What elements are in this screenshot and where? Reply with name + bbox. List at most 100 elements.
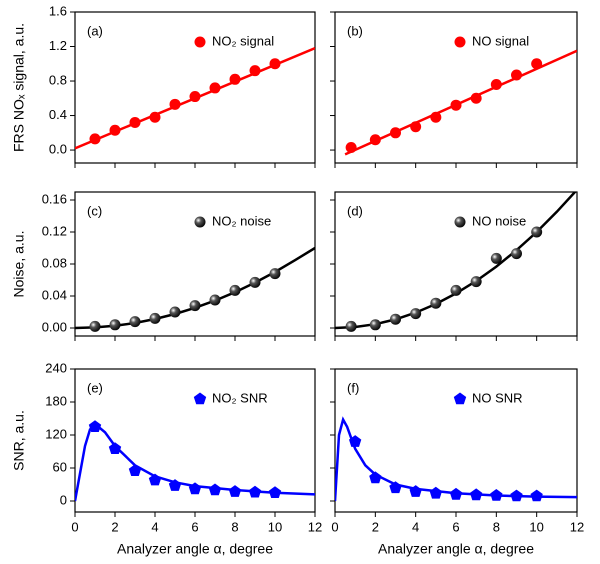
x-tick-label: 10 [268,519,282,534]
legend-marker [454,216,466,228]
marker [189,300,201,312]
marker [208,483,222,496]
marker [490,78,502,90]
x-axis-label: Analyzer angle α, degree [117,541,273,557]
y-tick-label: 0.16 [42,191,67,206]
legend-marker [194,216,206,228]
marker [269,268,281,280]
panel-label: (a) [87,23,103,38]
panel: 0.00 0.04 0.08 0.12 0.16 (c) Noise, a.u. NO₂ no… [11,191,316,341]
marker [531,226,543,238]
legend-label: NO SNR [472,390,523,405]
x-tick-label: 4 [151,519,158,534]
legend-marker [194,36,206,48]
marker [169,306,181,318]
marker [450,284,462,296]
x-axis-label: Analyzer angle α, degree [378,541,534,557]
y-tick-label: 0 [60,492,67,507]
x-tick-label: 8 [493,519,500,534]
marker [470,488,483,501]
y-tick-label: 0.8 [49,72,67,87]
marker [209,294,221,306]
marker [269,58,281,70]
marker [168,479,182,491]
marker [148,473,162,486]
marker [349,435,362,447]
marker [109,124,121,136]
marker [389,481,402,494]
marker [209,82,221,94]
marker [530,489,543,502]
marker [410,308,422,320]
y-axis-label: Noise, a.u. [11,231,27,298]
marker [409,485,422,497]
fit-line [75,422,315,502]
panel-label: (c) [87,203,102,218]
y-tick-label: 1.6 [49,3,67,18]
marker [490,489,503,501]
panel: 0 2 4 6 8 10 12 (f) Analyzer angle α, degree NO S… [330,368,584,557]
x-tick-label: 10 [529,519,543,534]
marker [510,489,523,502]
marker [390,313,401,325]
x-tick-label: 0 [71,519,78,534]
marker [369,471,382,484]
marker [450,99,462,111]
marker [149,111,161,123]
legend-label: NO noise [472,213,526,228]
panel: (d) NO noise [330,191,578,341]
legend-label: NO signal [472,33,529,48]
marker [369,319,381,331]
marker [229,284,241,296]
fit-line [335,416,577,502]
legend-label: NO₂ SNR [212,390,268,405]
y-tick-label: 180 [45,393,67,408]
plot-area [335,192,577,330]
marker [449,487,463,500]
legend-label: NO₂ noise [212,213,271,228]
y-tick-label: 0.12 [42,223,67,238]
marker [169,98,181,110]
marker [511,248,522,260]
marker [470,276,482,288]
plot-frame [74,191,316,337]
x-tick-label: 12 [308,519,322,534]
x-tick-label: 2 [372,519,379,534]
marker [229,73,241,85]
marker [390,127,401,139]
x-tick-label: 6 [452,519,459,534]
y-tick-label: 0.08 [42,255,67,270]
panel-label: (f) [347,380,359,395]
marker [128,464,142,476]
legend-marker [454,36,466,48]
legend-label: NO₂ signal [212,33,274,48]
marker [108,442,122,454]
y-tick-label: 0.4 [49,107,67,122]
panel: (b) NO signal [330,11,578,168]
x-tick-label: 8 [231,519,238,534]
marker [189,91,201,103]
marker [345,320,357,332]
marker [268,486,282,498]
marker [88,420,102,432]
y-tick-label: 0.0 [49,141,67,156]
y-tick-label: 0.00 [42,319,67,334]
x-tick-label: 2 [111,519,118,534]
x-tick-label: 0 [331,519,338,534]
y-tick-label: 0.04 [42,287,67,302]
y-axis-label: FRS NOₓ signal, a.u. [11,23,27,152]
x-tick-label: 12 [570,519,584,534]
marker [490,252,502,264]
y-axis-label: SNR, a.u. [11,410,27,471]
marker [345,141,357,153]
y-tick-label: 240 [45,360,67,375]
x-tick-label: 6 [191,519,198,534]
y-tick-label: 120 [45,426,67,441]
marker [149,312,161,324]
plot-area [75,246,315,330]
marker [249,65,261,77]
legend-marker [453,392,467,405]
marker [249,276,261,288]
